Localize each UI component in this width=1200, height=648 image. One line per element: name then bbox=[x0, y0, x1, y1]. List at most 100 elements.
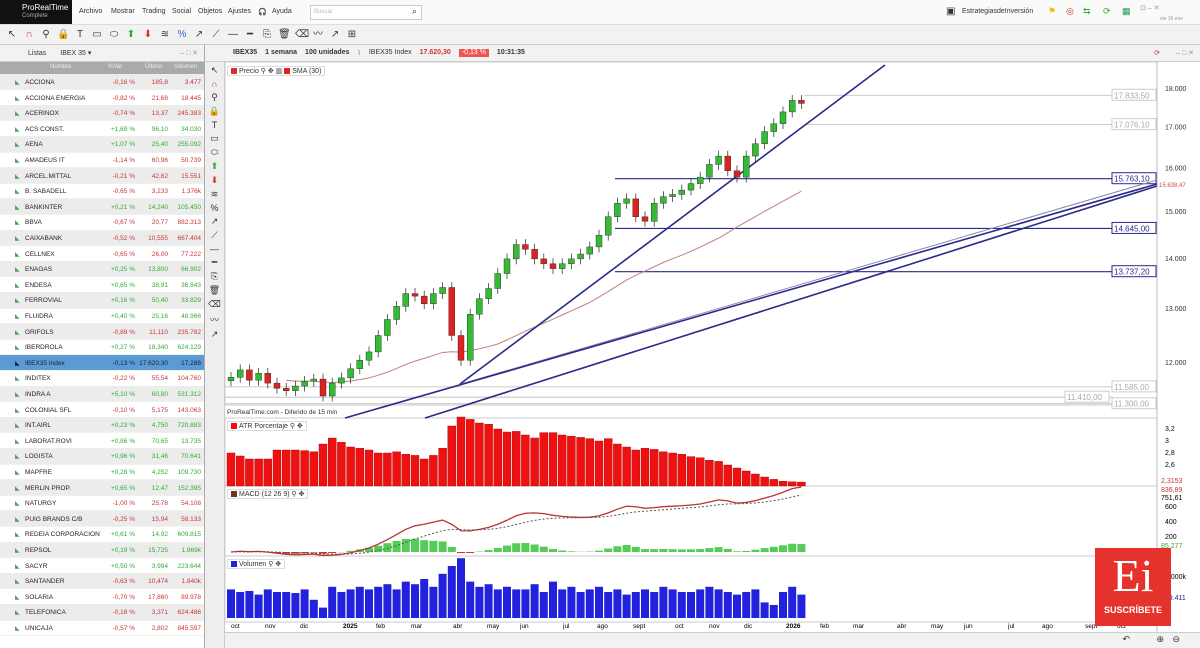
watchlist-row[interactable]: ◣ GRIFOLS -0,89 % 11,110 235.782 bbox=[0, 323, 204, 340]
watchlist-row[interactable]: ◣ FERROVIAL +0,16 % 50,40 33.829 bbox=[0, 292, 204, 309]
col-volume[interactable]: Volumen bbox=[174, 64, 198, 70]
cursor-icon[interactable]: ↖ bbox=[210, 65, 219, 75]
magnet-icon[interactable]: ∩ bbox=[211, 79, 218, 89]
watchlist-row[interactable]: ◣ BBVA -0,67 % 20,77 882.313 bbox=[0, 214, 204, 231]
undo-icon[interactable]: ↶ bbox=[1122, 634, 1130, 644]
watchlist-row[interactable]: ◣ LABORAT.ROVI +0,86 % 70,65 13.735 bbox=[0, 433, 204, 449]
headset-icon[interactable]: 🎧 bbox=[258, 9, 267, 16]
list-selector[interactable]: IBEX 35 bbox=[60, 50, 86, 57]
watchlist-row[interactable]: ◣ FLUIDRA +0,40 % 25,16 48.966 bbox=[0, 308, 204, 325]
segment-icon[interactable]: ⟋ bbox=[211, 230, 218, 240]
wave-icon[interactable]: 〰 bbox=[313, 29, 323, 40]
arrow-down-icon[interactable]: ⬇ bbox=[210, 175, 219, 185]
chart-type-icon[interactable]: ⌇ bbox=[357, 50, 361, 57]
hline-icon[interactable]: — bbox=[210, 244, 219, 254]
percent-icon[interactable]: % bbox=[177, 29, 187, 40]
watchlist-row[interactable]: ◣ ENDESA +0,65 % 38,91 36.843 bbox=[0, 277, 204, 293]
window-controls[interactable]: ⊡ – ✕ bbox=[1140, 5, 1160, 12]
col-var[interactable]: %Var bbox=[108, 64, 123, 70]
fibonacci-icon[interactable]: ≋ bbox=[210, 189, 219, 199]
subscribe-watermark[interactable]: Ei SUSCRÍBETE bbox=[1095, 548, 1171, 626]
watchlist-row[interactable]: ◣ ACCIONA ENERGIA -0,82 % 21,68 18.445 bbox=[0, 90, 204, 106]
line-icon[interactable]: ↗ bbox=[210, 216, 219, 226]
line-icon[interactable]: ↗ bbox=[194, 29, 204, 40]
watchlist-row[interactable]: ◣ INDRA A +5,10 % 60,80 531.312 bbox=[0, 386, 204, 403]
watchlist-row[interactable]: ◣ TELEFONICA -0,18 % 3,371 624.486 bbox=[0, 604, 204, 621]
col-name[interactable]: Nombre bbox=[50, 64, 72, 70]
search-icon[interactable]: ⌕ bbox=[412, 6, 418, 16]
eraser-icon[interactable]: ⌫ bbox=[208, 299, 221, 309]
trash-icon[interactable]: 🗑 bbox=[278, 29, 291, 40]
period-selector[interactable]: 1 semana bbox=[265, 49, 298, 56]
trash-icon[interactable]: 🗑 bbox=[208, 285, 221, 295]
alert-icon[interactable]: ◎ bbox=[1066, 6, 1074, 16]
watchlist-row[interactable]: ◣ AMADEUS IT -1,14 % 60,96 50.739 bbox=[0, 152, 204, 169]
watchlist-row[interactable]: ◣ ARCEL.MITTAL -0,21 % 42,62 15.551 bbox=[0, 167, 204, 184]
watchlist-row[interactable]: ◣ UNICAJA -0,57 % 2,802 845.597 bbox=[0, 620, 204, 637]
copy-icon[interactable]: ⎘ bbox=[210, 271, 219, 281]
rectangle-icon[interactable]: ▭ bbox=[92, 29, 102, 40]
volume-legend[interactable]: Volumen ⚲ ✥ bbox=[227, 559, 286, 569]
price-legend[interactable]: Precio ⚲ ✥ ▥ SMA (30) bbox=[227, 66, 326, 76]
arrow-up-icon[interactable]: ⬆ bbox=[210, 161, 219, 171]
watchlist-row[interactable]: ◣ REDEIA CORPORACION +0,61 % 14,92 609.815 bbox=[0, 526, 204, 543]
watchlist-row[interactable]: ◣ SOLARIA -0,70 % 17,860 89.978 bbox=[0, 589, 204, 605]
atr-legend[interactable]: ATR Porcentaje ⚲ ✥ bbox=[227, 421, 307, 431]
account-selector[interactable]: EstrategiasdeInversión bbox=[962, 8, 1034, 15]
trade-icon[interactable]: ⇆ bbox=[1083, 6, 1091, 16]
zoom-in-icon[interactable]: ⊕ bbox=[1156, 634, 1164, 644]
lists-tab[interactable]: Listas bbox=[28, 50, 47, 57]
ray-icon[interactable]: ↗ bbox=[210, 329, 219, 339]
eraser-icon[interactable]: ⌫ bbox=[295, 29, 310, 40]
sync-icon[interactable]: ⟳ bbox=[1103, 6, 1111, 16]
watchlist-row[interactable]: ◣ LOGISTA +0,96 % 31,46 70.641 bbox=[0, 448, 204, 465]
chart-window-controls[interactable]: – □ ✕ bbox=[1176, 50, 1194, 57]
arrow-up-icon[interactable]: ⬆ bbox=[126, 29, 136, 40]
chart-symbol[interactable]: IBEX35 bbox=[233, 49, 258, 56]
watchlist-row[interactable]: ◣ ACERINOX -0,74 % 13,37 245.383 bbox=[0, 105, 204, 122]
chart-canvas[interactable]: 18.000 17.000 16.000 15.000 14.000 13.000 12.0… bbox=[225, 62, 1200, 632]
magnet-icon[interactable]: ∩ bbox=[25, 29, 33, 40]
flag-icon[interactable]: ⚑ bbox=[1048, 6, 1057, 16]
save-icon[interactable]: ▣ bbox=[946, 6, 956, 17]
watchlist-row[interactable]: ◣ SACYR +0,50 % 3,994 223.644 bbox=[0, 558, 204, 574]
hline-icon[interactable]: — bbox=[228, 29, 238, 40]
zoom-icon[interactable]: ⚲ bbox=[42, 29, 50, 40]
menu-mostrar[interactable]: Mostrar bbox=[111, 8, 135, 15]
hline-bold-icon[interactable]: ━ bbox=[246, 29, 254, 40]
watchlist-row[interactable]: ◣ MAPFRE +0,28 % 4,252 109.730 bbox=[0, 464, 204, 481]
watchlist-row[interactable]: ◣ CAIXABANK -0,52 % 10,555 667.404 bbox=[0, 230, 204, 247]
copy-icon[interactable]: ⎘ bbox=[263, 29, 271, 40]
search-input[interactable]: Buscar bbox=[310, 5, 422, 20]
ray-icon[interactable]: ↗ bbox=[330, 29, 340, 40]
watchlist-row[interactable]: ◣ IBEX35 Index -0,13 % 17.620,30 17.286 bbox=[0, 354, 204, 371]
units-selector[interactable]: 100 unidades bbox=[305, 49, 350, 56]
properties-icon[interactable]: ⊞ bbox=[347, 29, 357, 40]
lock-icon[interactable]: 🔒 bbox=[57, 29, 70, 40]
text-icon[interactable]: T bbox=[211, 120, 218, 130]
watchlist-row[interactable]: ◣ COLONIAL SFL -0,10 % 5,175 143.063 bbox=[0, 402, 204, 418]
menu-social[interactable]: Social bbox=[172, 8, 192, 15]
watchlist-row[interactable]: ◣ MERLIN PROP. +0,65 % 12,47 152.395 bbox=[0, 479, 204, 496]
cursor-icon[interactable]: ↖ bbox=[7, 29, 17, 40]
menu-trading[interactable]: Trading bbox=[142, 8, 166, 15]
watchlist-row[interactable]: ◣ BANKINTER +0,21 % 14,240 105.450 bbox=[0, 198, 204, 215]
zoom-out-icon[interactable]: ⊖ bbox=[1172, 634, 1180, 644]
segment-icon[interactable]: ⟋ bbox=[212, 29, 220, 40]
watchlist-row[interactable]: ◣ SANTANDER -0,63 % 10,474 1.840k bbox=[0, 573, 204, 590]
fibonacci-icon[interactable]: ≋ bbox=[160, 29, 170, 40]
menu-ayuda[interactable]: Ayuda bbox=[272, 8, 292, 15]
col-last[interactable]: Último bbox=[145, 64, 163, 70]
watchlist-row[interactable]: ◣ PUIG BRANDS C/B -0,25 % 15,94 58.133 bbox=[0, 510, 204, 527]
watchlist-row[interactable]: ◣ AENA +1,07 % 25,40 255.092 bbox=[0, 136, 204, 153]
refresh-icon[interactable]: ⟳ bbox=[1154, 50, 1160, 57]
watchlist-row[interactable]: ◣ IBERDROLA +0,27 % 18,340 624.129 bbox=[0, 339, 204, 356]
watchlist-row[interactable]: ◣ ACCIONA -0,16 % 185,8 3.477 bbox=[0, 74, 204, 91]
lock-icon[interactable]: 🔒 bbox=[208, 106, 221, 116]
wave-icon[interactable]: 〰 bbox=[209, 315, 219, 325]
panel-controls[interactable]: – □ ✕ bbox=[180, 50, 198, 57]
menu-archivo[interactable]: Archivo bbox=[79, 8, 103, 15]
watchlist-row[interactable]: ◣ CELLNEX -0,65 % 26,00 77.222 bbox=[0, 246, 204, 262]
arrow-down-icon[interactable]: ⬇ bbox=[143, 29, 153, 40]
percent-icon[interactable]: % bbox=[210, 203, 219, 213]
